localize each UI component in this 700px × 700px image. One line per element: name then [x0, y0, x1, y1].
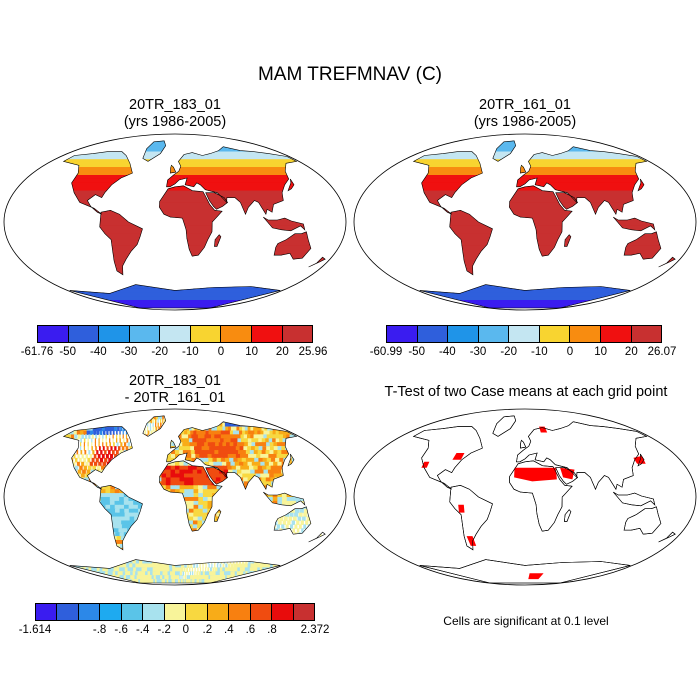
colorbar-tick-label: -40 [90, 346, 107, 358]
colorbar-difference [35, 603, 315, 621]
panel-1-title: 20TR_183_01 (yrs 1986-2005) [20, 97, 330, 131]
colorbar-swatch [229, 604, 251, 620]
colorbar-swatch [68, 326, 100, 342]
land-australia [624, 231, 661, 260]
colorbar-swatch [272, 604, 294, 620]
colorbar-tick-label: -50 [408, 346, 425, 358]
map-border [353, 133, 697, 311]
colorbar-tick-label: 26.07 [648, 346, 677, 358]
colorbar-swatch [478, 326, 510, 342]
colorbar-swatch [387, 326, 418, 342]
panel-3-title: 20TR_183_01 - 20TR_161_01 [20, 373, 330, 407]
colorbar-tick-label: 10 [245, 346, 258, 358]
colorbar-swatch [631, 326, 662, 342]
panel-1-case: 20TR_183_01 [20, 97, 330, 114]
colorbar-tick-label: -20 [500, 346, 517, 358]
significant-mexico [421, 461, 430, 468]
colorbar-swatch [36, 604, 58, 620]
panel-1-years: (yrs 1986-2005) [20, 114, 330, 131]
colorbar-swatch [164, 604, 187, 620]
colorbar-swatch [160, 326, 191, 342]
significant-east-usa [452, 453, 465, 460]
colorbar-tick-label: -1.614 [19, 624, 52, 636]
colorbar-swatch [100, 604, 122, 620]
colorbar-tick-label: .6 [246, 624, 256, 636]
colorbar-tick-label: -.8 [93, 624, 106, 636]
significant-sahara [514, 467, 557, 482]
colorbar-panel-2-labels: -60.99 -50 -40 -30 -20 -10 0 10 20 26.07 [370, 346, 677, 360]
colorbar-swatch [207, 604, 230, 620]
colorbar-tick-label: 2.372 [301, 624, 330, 636]
panel-2-case: 20TR_161_01 [370, 97, 680, 114]
significance-note: Cells are significant at 0.1 level [352, 614, 700, 628]
colorbar-tick-label: -30 [470, 346, 487, 358]
map-panel-1 [3, 133, 347, 311]
colorbar-swatch [417, 326, 449, 342]
colorbar-panel-2 [386, 325, 662, 343]
colorbar-swatch [293, 604, 315, 620]
panel-2-years: (yrs 1986-2005) [370, 114, 680, 131]
colorbar-swatch [38, 326, 69, 342]
colorbar-tick-label: 20 [276, 346, 289, 358]
colorbar-tick-label: .8 [267, 624, 277, 636]
colorbar-tick-label: -30 [121, 346, 138, 358]
land-arabia [205, 192, 228, 210]
colorbar-tick-label: 25.96 [299, 346, 328, 358]
colorbar-tick-label: -10 [531, 346, 548, 358]
colorbar-tick-label: -61.76 [21, 346, 54, 358]
colorbar-tick-label: .2 [203, 624, 213, 636]
colorbar-tick-label: 0 [218, 346, 224, 358]
map-border [3, 408, 347, 586]
colorbar-swatch [57, 604, 79, 620]
panel-2-title: 20TR_161_01 (yrs 1986-2005) [370, 97, 680, 131]
colorbar-swatch [99, 326, 130, 342]
map-border [3, 133, 347, 311]
map-border [353, 408, 697, 586]
significant-patagonia [466, 536, 477, 546]
colorbar-difference-labels: -1.614 -.8 -.6 -.4 -.2 0 .2 .4 .6 .8 2.372 [19, 624, 330, 638]
colorbar-panel-1 [37, 325, 313, 343]
colorbar-tick-label: -40 [439, 346, 456, 358]
colorbar-swatch [186, 604, 208, 620]
panel-4-title: T-Test of two Case means at each grid po… [352, 384, 700, 401]
colorbar-swatch [448, 326, 479, 342]
colorbar-swatch [250, 604, 273, 620]
map-panel-4-ttest [353, 408, 697, 586]
colorbar-swatch [600, 326, 632, 342]
colorbar-tick-label: 0 [567, 346, 573, 358]
colorbar-tick-label: -60.99 [370, 346, 403, 358]
colorbar-tick-label: -.2 [158, 624, 171, 636]
colorbar-swatch [190, 326, 222, 342]
panel-3-case-a: 20TR_183_01 [20, 373, 330, 390]
colorbar-tick-label: -10 [182, 346, 199, 358]
panel-3-case-b: - 20TR_161_01 [20, 390, 330, 407]
colorbar-swatch [539, 326, 571, 342]
colorbar-tick-label: 10 [594, 346, 607, 358]
colorbar-panel-1-labels: -61.76 -50 -40 -30 -20 -10 0 10 20 25.96 [21, 346, 328, 360]
significant-antarctica [528, 573, 544, 580]
colorbar-tick-label: -20 [151, 346, 168, 358]
colorbar-swatch [121, 604, 144, 620]
map-panel-3-difference [3, 408, 347, 586]
colorbar-swatch [282, 326, 313, 342]
colorbar-swatch [509, 326, 540, 342]
colorbar-tick-label: -.6 [114, 624, 127, 636]
colorbar-tick-label: -.4 [136, 624, 149, 636]
figure-title: MAM TREFMNAV (C) [0, 64, 700, 86]
colorbar-tick-label: 20 [625, 346, 638, 358]
land-africa [159, 185, 223, 257]
map-panel-2 [353, 133, 697, 311]
colorbar-swatch [78, 604, 101, 620]
colorbar-tick-label: -50 [59, 346, 76, 358]
colorbar-tick-label: 0 [183, 624, 189, 636]
colorbar-swatch [129, 326, 161, 342]
colorbar-swatch [570, 326, 601, 342]
colorbar-swatch [143, 604, 165, 620]
colorbar-swatch [251, 326, 283, 342]
significant-andes [458, 504, 465, 513]
colorbar-tick-label: .4 [224, 624, 234, 636]
colorbar-swatch [221, 326, 252, 342]
